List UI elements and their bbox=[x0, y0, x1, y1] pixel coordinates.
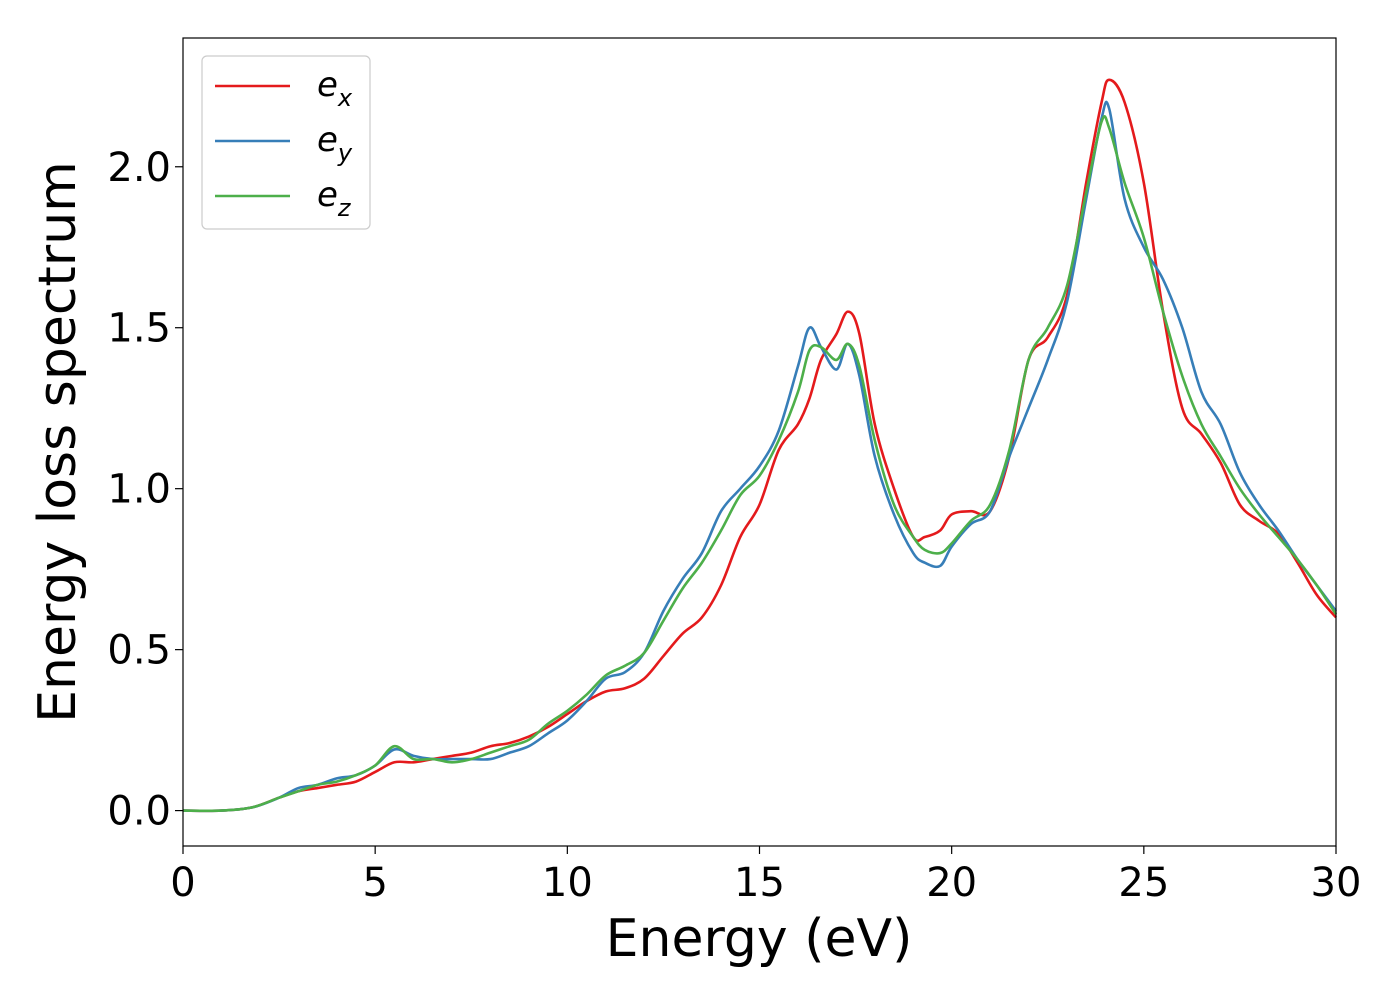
y-tick-label: 1.5 bbox=[107, 306, 171, 352]
y-axis-ticks: 0.0 0.5 1.0 1.5 2.0 bbox=[107, 145, 183, 835]
x-axis-title: Energy (eV) bbox=[606, 909, 913, 969]
y-tick-label: 0.0 bbox=[107, 789, 171, 835]
series-lines bbox=[182, 78, 1338, 813]
x-tick-label: 10 bbox=[542, 860, 593, 906]
y-tick-label: 1.0 bbox=[107, 467, 171, 513]
x-tick-label: 25 bbox=[1118, 860, 1169, 906]
y-axis-title: Energy loss spectrum bbox=[28, 161, 88, 723]
x-tick-label: 30 bbox=[1311, 860, 1362, 906]
legend-label-y: ey bbox=[317, 120, 353, 167]
y-tick-label: 2.0 bbox=[107, 145, 171, 191]
series-line-z bbox=[182, 115, 1338, 813]
legend-box bbox=[201, 55, 371, 230]
legend-label-x: ex bbox=[317, 65, 353, 112]
series-line-y bbox=[182, 100, 1338, 813]
x-tick-label: 5 bbox=[362, 860, 387, 906]
x-tick-label: 15 bbox=[734, 860, 785, 906]
x-tick-label: 20 bbox=[926, 860, 977, 906]
y-tick-label: 0.5 bbox=[107, 628, 171, 674]
x-tick-label: 0 bbox=[170, 860, 195, 906]
x-axis-ticks: 0 5 10 15 20 25 30 bbox=[170, 846, 1361, 906]
